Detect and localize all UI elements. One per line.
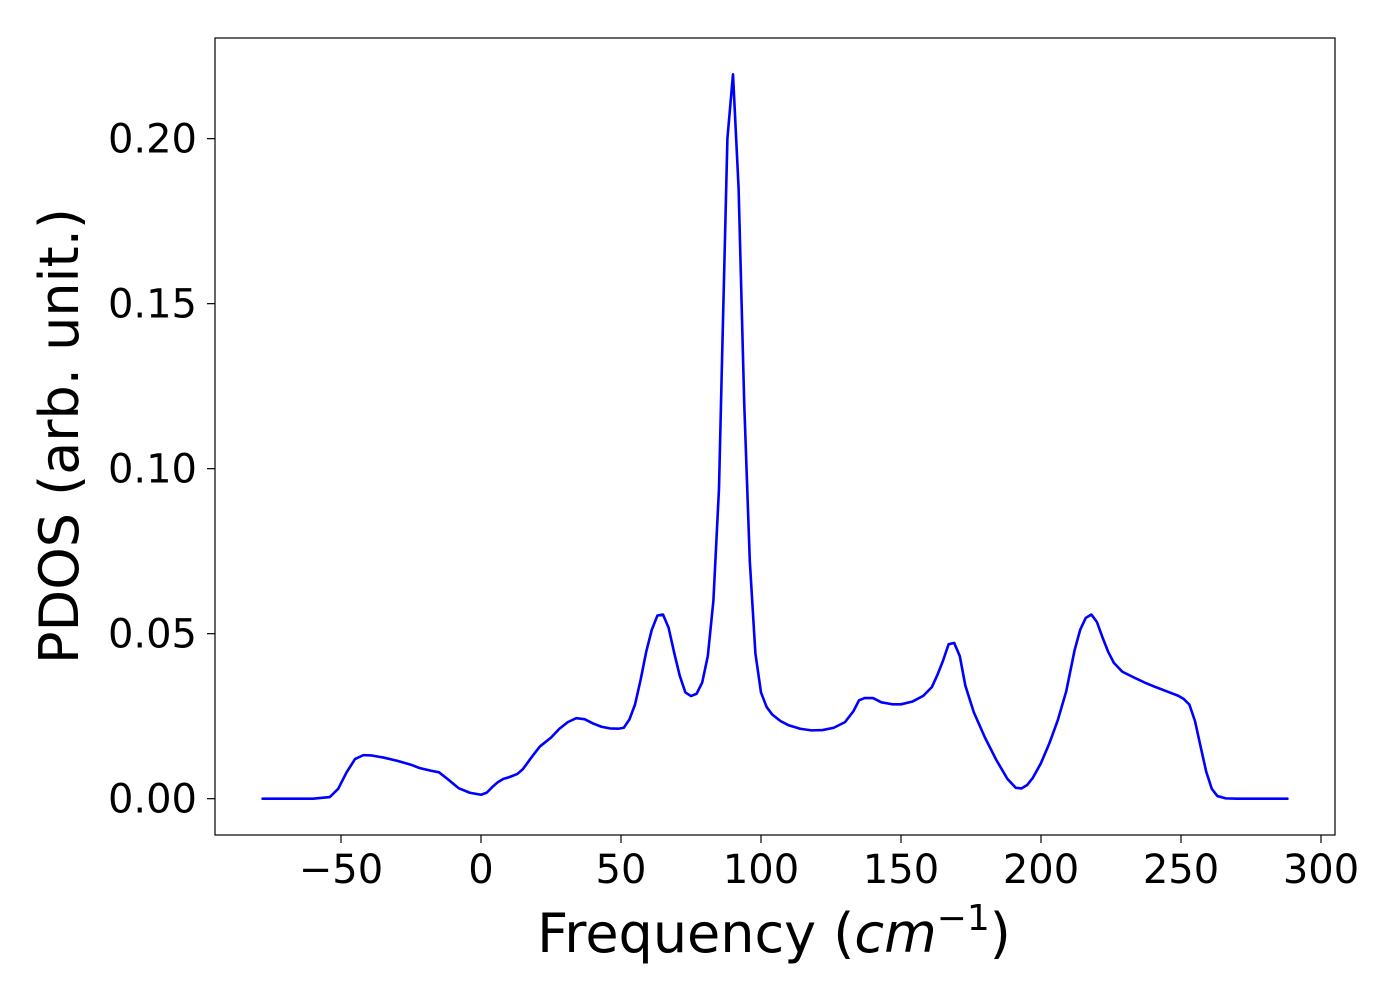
x-tick-label: 50 <box>596 847 647 893</box>
y-axis-ticks: 0.00 0.05 0.10 0.15 0.20 <box>108 117 215 823</box>
x-tick-label: 150 <box>863 847 939 893</box>
x-tick-label: 0 <box>468 847 493 893</box>
x-tick-label: 200 <box>1003 847 1079 893</box>
plot-area <box>214 37 1336 836</box>
x-axis-label-text: Frequency ( <box>537 902 854 965</box>
x-tick-label: 300 <box>1283 847 1359 893</box>
series-line-0 <box>261 73 1289 800</box>
y-tick-label: 0.20 <box>108 117 197 163</box>
y-tick-label: 0.15 <box>108 282 197 328</box>
plot-frame <box>214 37 1336 836</box>
x-axis-ticks: −50 0 50 100 150 200 250 300 <box>299 835 1359 893</box>
x-axis-label: Frequency (cm−1) <box>537 898 1011 965</box>
x-tick-label: 100 <box>723 847 799 893</box>
y-tick-label: 0.10 <box>108 447 197 493</box>
y-tick-label: 0.05 <box>108 612 197 658</box>
x-axis-label-close: ) <box>990 902 1011 965</box>
x-tick-label: −50 <box>299 847 383 893</box>
y-axis-label: PDOS (arb. unit.) <box>28 208 91 664</box>
x-axis-label-math: cm <box>854 902 936 965</box>
y-tick-label: 0.00 <box>108 777 197 823</box>
x-tick-label: 250 <box>1143 847 1219 893</box>
x-axis-label-exponent: −1 <box>937 898 990 939</box>
